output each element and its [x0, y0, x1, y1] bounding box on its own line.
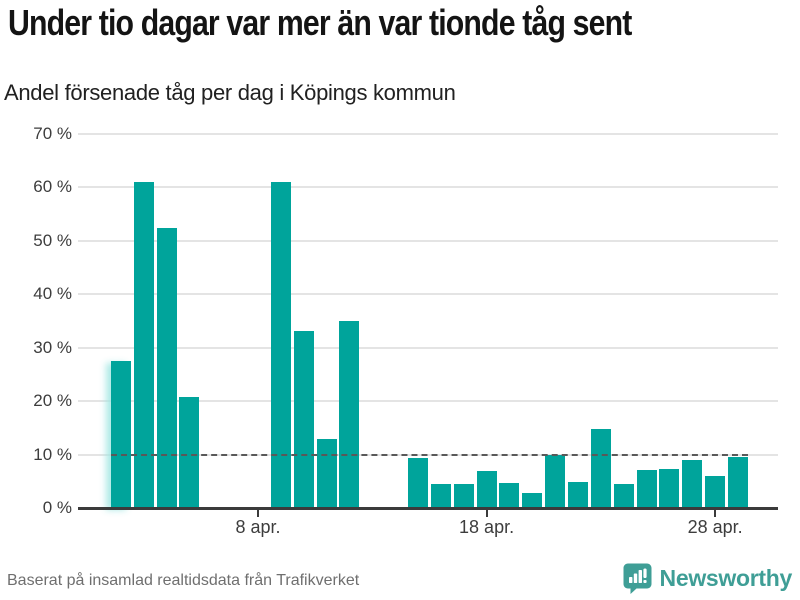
x-axis-label-28-apr: 28 apr.: [687, 517, 743, 537]
bar-4-apr: [156, 228, 177, 508]
y-axis-label-20pct: 20 %: [33, 391, 72, 410]
bar-3-apr: [133, 181, 154, 508]
bar-chart-plot-area: 0 % 10 % 20 % 30 % 40 % 50 % 60 % 70 % 8 apr. 18 …: [33, 123, 778, 537]
bar-25-apr: [636, 470, 657, 508]
bar-29-apr: [727, 457, 748, 508]
newsworthy-icon: [623, 563, 652, 594]
newsworthy-logo: Newsworthy: [623, 562, 792, 594]
x-axis-label-18-apr: 18 apr.: [459, 517, 515, 537]
x-axis-tick-8-apr: [257, 510, 259, 517]
bar-27-apr: [682, 459, 703, 508]
gridline-20pct: [78, 400, 778, 402]
bar-23-apr: [590, 428, 611, 508]
bar-28-apr: [705, 476, 726, 508]
y-axis-label-70pct: 70 %: [33, 123, 72, 143]
bar-10-apr: [293, 331, 314, 508]
source-note: Baserat på insamlad realtidsdata från Tr…: [7, 572, 360, 589]
bar-22-apr: [567, 482, 588, 508]
y-axis-label-50pct: 50 %: [33, 230, 72, 250]
bar-5-apr: [179, 397, 200, 508]
chart-subtitle: Andel försenade tåg per dag i Köpings ko…: [4, 80, 456, 105]
gridline-70pct: [78, 132, 778, 135]
bar-9-apr: [270, 181, 291, 508]
y-axis-label-0pct: 0 %: [42, 498, 72, 517]
bar-18-apr: [476, 470, 497, 508]
bar-24-apr: [613, 483, 634, 508]
bar-26-apr: [659, 468, 680, 508]
newsworthy-wordmark: Newsworthy: [659, 564, 793, 591]
gridline-40pct: [78, 293, 778, 295]
bar-15-apr: [407, 458, 428, 508]
y-axis-label-10pct: 10 %: [33, 444, 72, 464]
gridline-60pct: [78, 186, 778, 188]
x-axis-tick-28-apr: [714, 510, 717, 517]
ten-percent-reference-line: [110, 453, 748, 456]
gridline-30pct: [78, 346, 778, 349]
chart-title: Under tio dagar var mer än var tionde tå…: [8, 2, 632, 43]
bar-17-apr: [453, 483, 474, 508]
bar-16-apr: [430, 483, 451, 508]
bar-21-apr: [545, 454, 566, 508]
y-axis-label-30pct: 30 %: [33, 337, 72, 357]
x-axis-tick-18-apr: [485, 510, 488, 517]
y-axis-label-40pct: 40 %: [33, 284, 72, 303]
y-axis-label-60pct: 60 %: [33, 177, 72, 196]
bar-11-apr: [316, 438, 337, 508]
x-axis-line: [78, 507, 778, 510]
gridline-50pct: [78, 239, 778, 242]
bar-20-apr: [522, 493, 543, 508]
bar-19-apr: [499, 482, 520, 508]
bar-2-apr: [110, 360, 131, 508]
x-axis-label-8-apr: 8 apr.: [235, 517, 281, 537]
bar-12-apr: [339, 320, 360, 508]
